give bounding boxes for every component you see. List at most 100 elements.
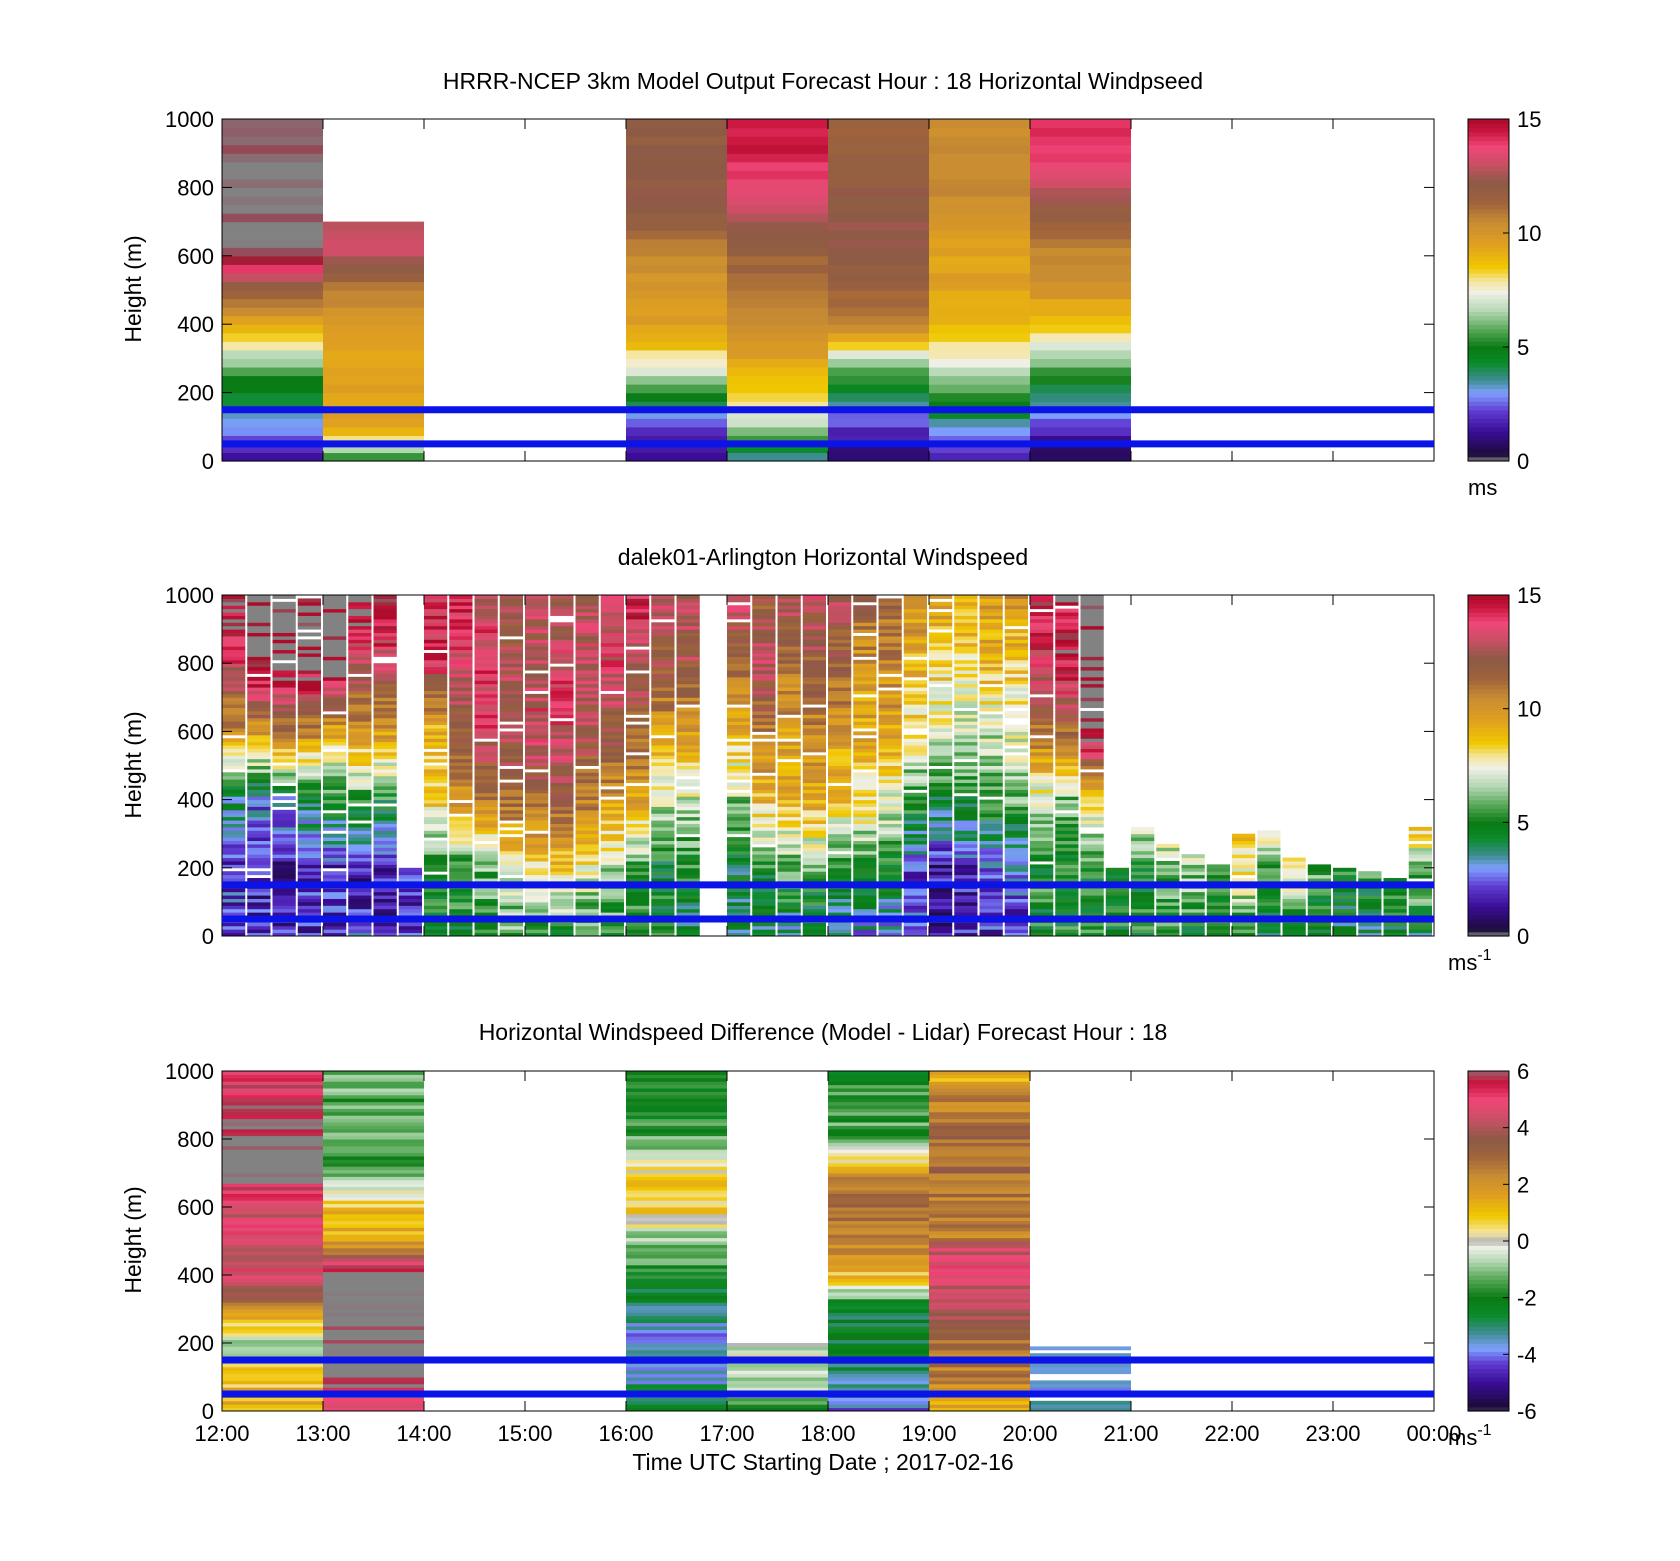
lidar-cell (802, 676, 826, 681)
y-tick-label: 200 (177, 1331, 214, 1356)
lidar-cell (903, 601, 927, 606)
lidar-cell (752, 707, 776, 712)
difference-cell (828, 1254, 929, 1259)
lidar-cell (903, 635, 927, 640)
lidar-cell (954, 663, 978, 668)
lidar-cell (903, 687, 927, 691)
lidar-cell (651, 932, 675, 937)
lidar-cell (878, 843, 902, 848)
lidar-cell (575, 687, 599, 691)
difference-cell (727, 1343, 828, 1347)
lidar-cell (979, 823, 1003, 828)
lidar-cell (373, 601, 397, 606)
colorbar-cell (1468, 183, 1509, 188)
lidar-cell (979, 622, 1003, 627)
lidar-cell (348, 612, 372, 616)
lidar-cell (373, 898, 397, 903)
lidar-cell (348, 768, 372, 773)
lidar-cell (1206, 932, 1230, 937)
difference-cell (828, 1373, 929, 1378)
lidar-cell (853, 826, 877, 831)
lidar-cell (424, 608, 448, 613)
lidar-cell (777, 598, 801, 603)
lidar-cell (878, 789, 902, 794)
lidar-cell (853, 792, 877, 797)
lidar-cell (878, 932, 902, 937)
lidar-cell (348, 932, 372, 937)
colorbar-cell (1468, 595, 1509, 600)
lidar-cell (550, 843, 574, 848)
lidar-cell (752, 874, 776, 879)
model-cell (1030, 315, 1131, 325)
lidar-cell (474, 615, 498, 620)
lidar-cell (449, 734, 473, 739)
difference-cell (929, 1207, 1030, 1211)
lidar-cell (525, 785, 549, 790)
colorbar-cell (1468, 1351, 1509, 1357)
lidar-cell (272, 642, 296, 647)
difference-cell (626, 1135, 727, 1140)
x-tick-label: 16:00 (598, 1421, 653, 1446)
lidar-cell (499, 670, 523, 674)
difference-cell (323, 1258, 424, 1262)
lidar-cell (727, 690, 751, 695)
model-cell (727, 426, 828, 436)
lidar-cell (903, 830, 927, 835)
lidar-cell (272, 656, 296, 661)
difference-cell (626, 1084, 727, 1089)
lidar-cell (449, 785, 473, 790)
lidar-cell (1055, 762, 1079, 766)
lidar-cell (222, 912, 246, 917)
lidar-cell (499, 714, 523, 719)
lidar-cell (954, 857, 978, 862)
lidar-cell (222, 731, 246, 736)
lidar-cell (348, 601, 372, 606)
lidar-cell (272, 803, 296, 807)
lidar-cell (802, 642, 826, 647)
difference-cell (626, 1098, 727, 1103)
lidar-cell (903, 806, 927, 811)
lidar-cell (449, 642, 473, 647)
model-cell (1030, 204, 1131, 214)
model-cell (828, 392, 929, 402)
lidar-cell (1131, 905, 1155, 910)
colorbar-cell (1468, 1156, 1509, 1161)
lidar-cell (676, 659, 700, 664)
lidar-cell (626, 901, 650, 906)
lidar-cell (954, 670, 978, 674)
lidar-cell (1080, 820, 1104, 824)
lidar-cell (954, 704, 978, 709)
lidar-cell (626, 700, 650, 705)
lidar-cell (600, 874, 624, 879)
lidar-cell (954, 806, 978, 811)
lidar-cell (979, 652, 1003, 657)
lidar-cell (474, 748, 498, 753)
model-cell (222, 238, 323, 248)
difference-cell (323, 1149, 424, 1154)
lidar-cell (247, 670, 271, 674)
lidar-cell (676, 840, 700, 845)
model-cell (828, 426, 929, 436)
difference-cell (626, 1074, 727, 1079)
lidar-cell (828, 687, 852, 691)
lidar-cell (777, 816, 801, 821)
colorbar-cell (1468, 1185, 1509, 1191)
difference-cell (828, 1224, 929, 1228)
difference-cell (626, 1251, 727, 1256)
lidar-cell (525, 612, 549, 616)
lidar-cell (1282, 891, 1306, 896)
lidar-cell (828, 751, 852, 756)
lidar-cell (297, 731, 321, 736)
lidar-cell (474, 922, 498, 927)
lidar-cell (828, 888, 852, 893)
lidar-cell (449, 738, 473, 743)
difference-cell (929, 1203, 1030, 1208)
lidar-cell (727, 598, 751, 603)
lidar-cell (449, 625, 473, 630)
difference-cell (828, 1237, 929, 1242)
lidar-cell (323, 755, 347, 760)
lidar-cell (651, 656, 675, 661)
lidar-cell (802, 925, 826, 930)
lidar-cell (626, 803, 650, 807)
model-cell (1030, 298, 1131, 308)
